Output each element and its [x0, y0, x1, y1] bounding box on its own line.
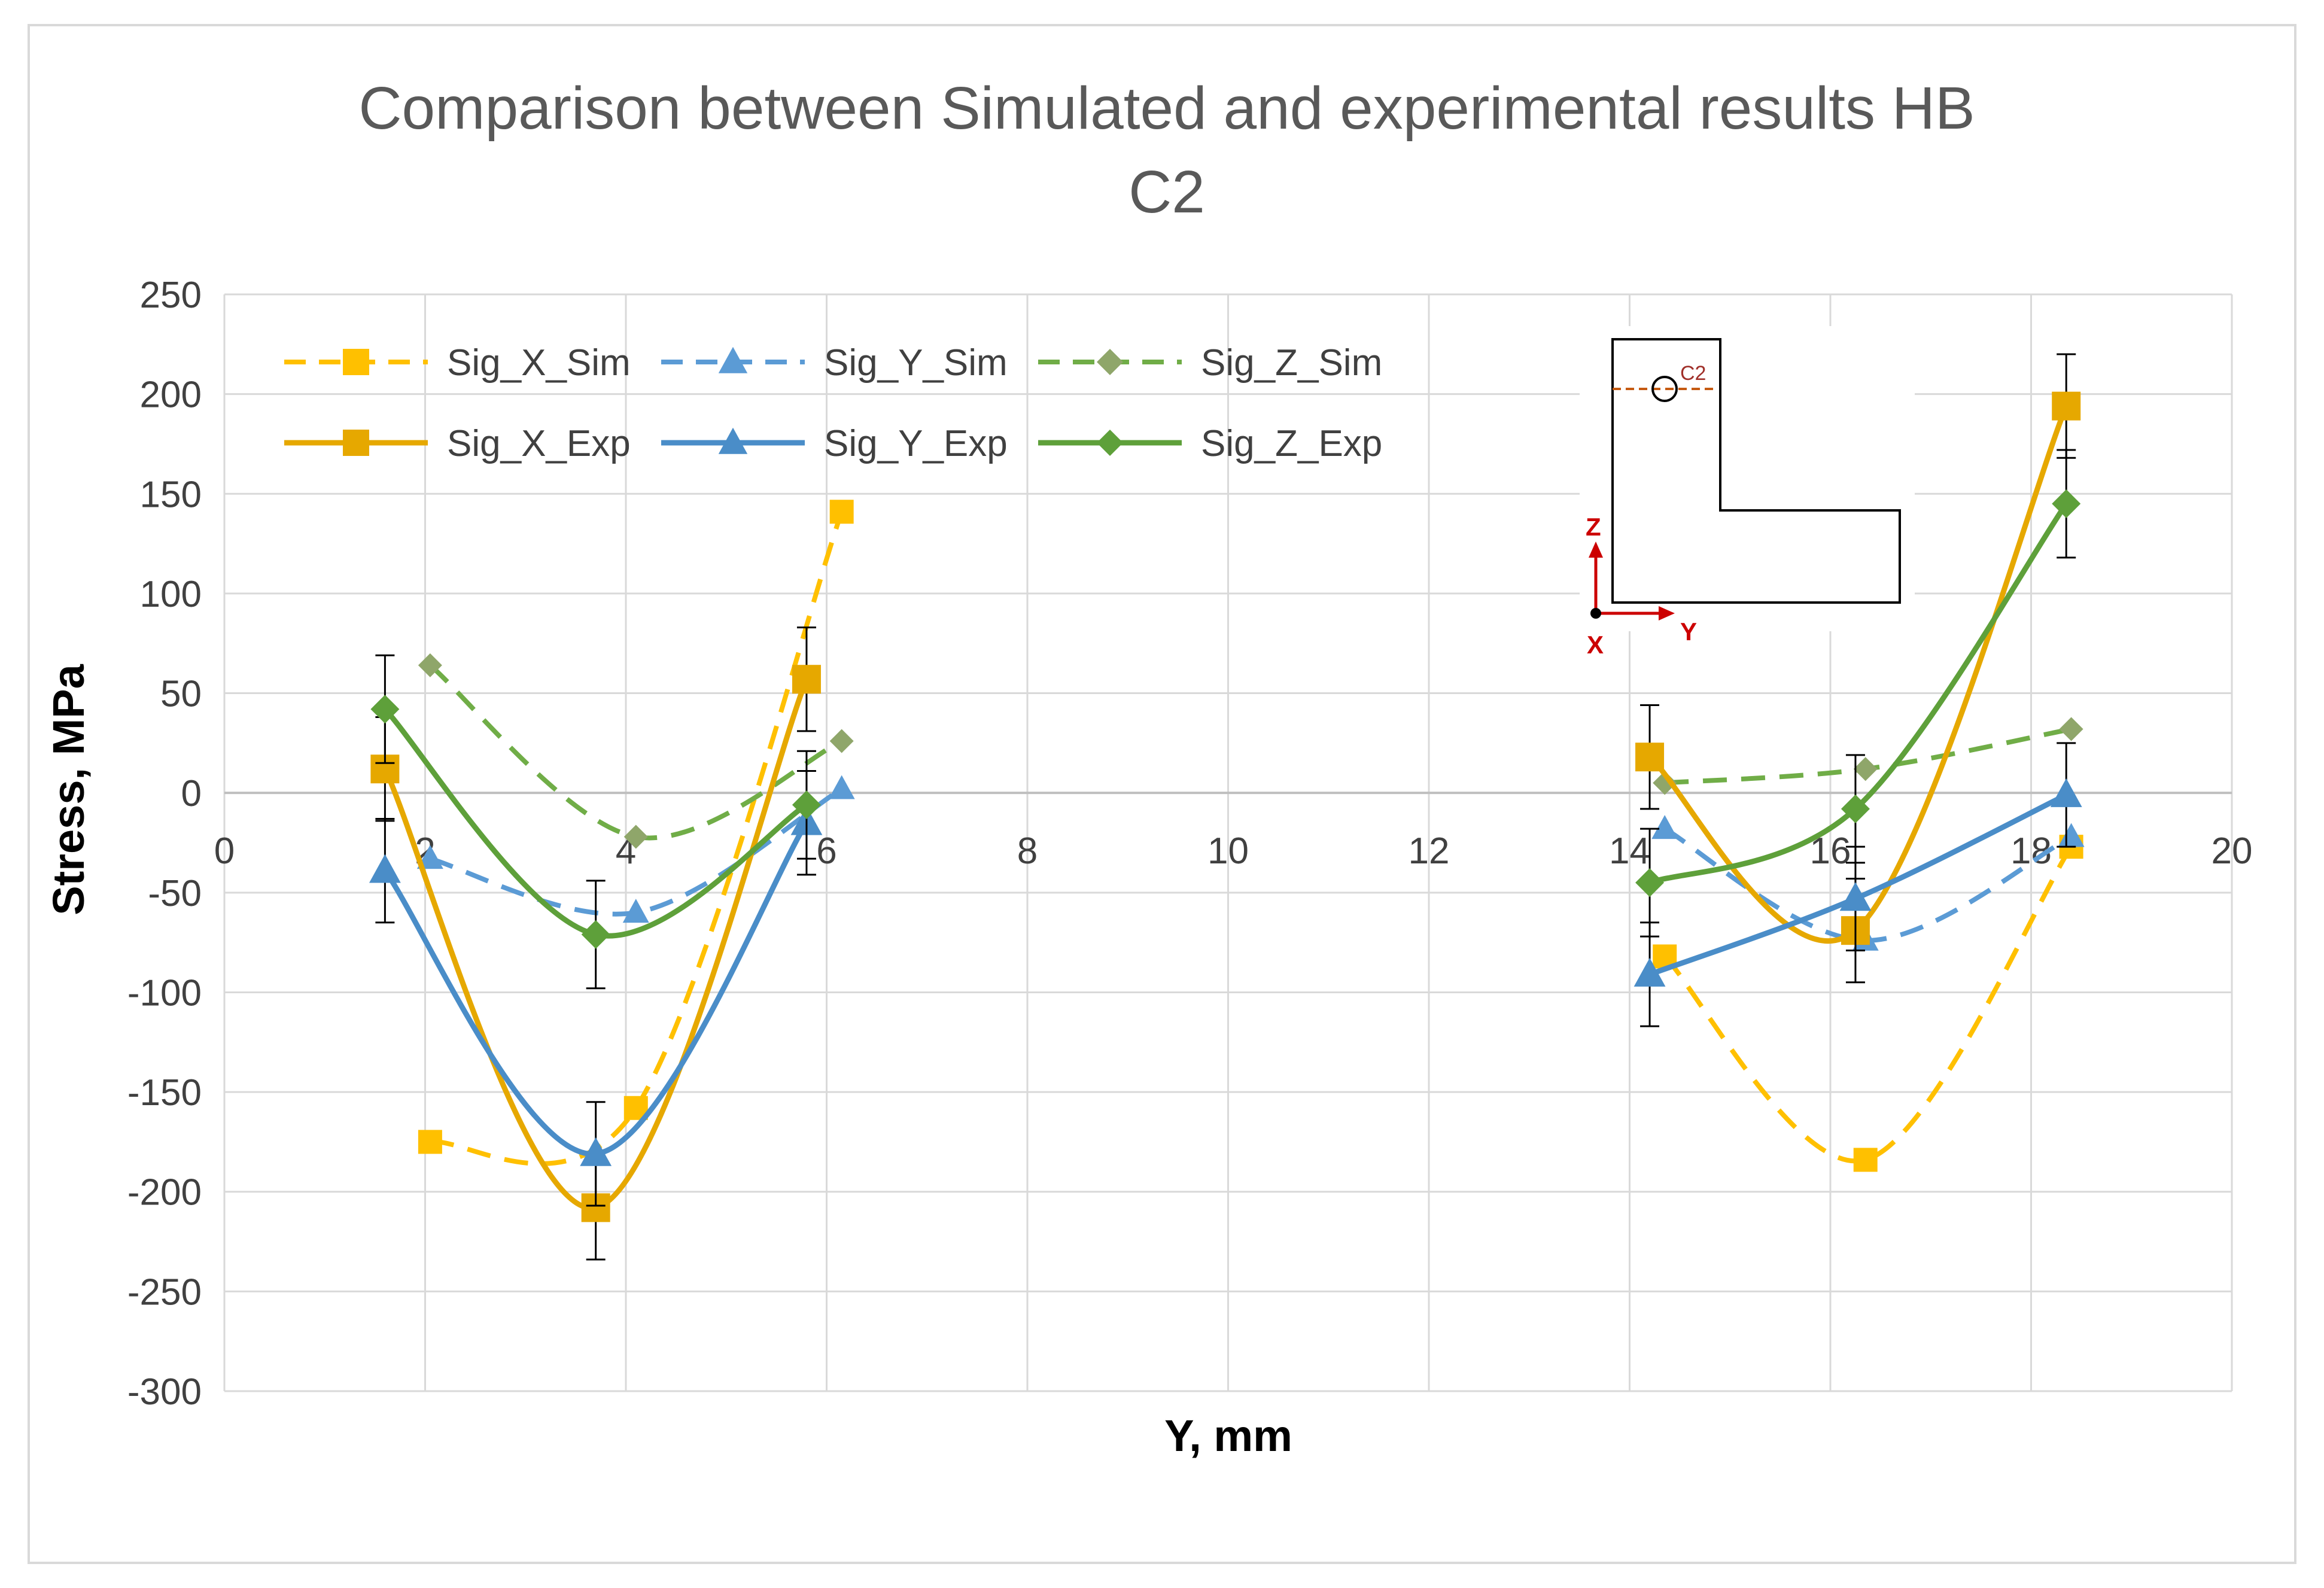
data-point-sig-y-sim [828, 775, 855, 799]
y-tick-label: -250 [127, 1271, 202, 1313]
y-tick-label: -100 [127, 972, 202, 1014]
x-tick-label: 8 [1017, 830, 1038, 872]
inset-z-label: Z [1586, 513, 1601, 541]
y-tick-label: 0 [181, 773, 202, 814]
measurement-point-circle [1651, 376, 1678, 402]
x-axis-label: Y, mm [1164, 1411, 1292, 1461]
y-arrow-head-icon [1659, 606, 1675, 620]
inset-x-label: X [1587, 631, 1604, 659]
data-point-sig-z-exp [792, 790, 821, 820]
legend-marker-sig-z-sim [1097, 349, 1123, 375]
chart-title-line-1: Comparison between Simulated and experim… [358, 75, 1975, 142]
y-tick-label: -300 [127, 1371, 202, 1413]
x-tick-label: 12 [1409, 830, 1450, 872]
x-tick-label: 6 [816, 830, 836, 872]
axes: 250 200 150 100 50 0 -50 -100 -150 -200 -250 -300 0 2… [127, 275, 2253, 1413]
z-arrow-head-icon [1589, 541, 1603, 558]
y-tick-label: 100 [140, 574, 202, 615]
y-tick-label: -150 [127, 1072, 202, 1114]
series-line-sig-x-exp [1648, 404, 2069, 944]
legend-marker-sig-y-sim [718, 346, 748, 373]
legend-label-sig-x-exp: Sig_X_Exp [447, 423, 631, 464]
data-point-sig-z-exp [1841, 794, 1870, 823]
legend-marker-sig-x-exp [343, 430, 369, 456]
y-tick-label: 150 [140, 474, 202, 515]
data-point-sig-y-exp [1839, 882, 1872, 911]
data-point-sig-y-sim [1651, 815, 1678, 839]
data-point-sig-z-sim [2059, 717, 2083, 741]
data-point-sig-x-exp [2052, 391, 2081, 421]
data-point-sig-x-sim [829, 500, 854, 524]
data-point-sig-y-sim [416, 845, 443, 869]
x-tick-label: 0 [214, 830, 235, 872]
data-point-sig-y-exp [1634, 957, 1666, 987]
y-tick-label: 200 [140, 375, 202, 416]
legend-marker-sig-y-exp [718, 427, 748, 454]
data-point-sig-z-exp [370, 695, 400, 724]
y-tick-label: 50 [160, 674, 202, 715]
data-point-sig-z-exp [581, 920, 610, 949]
legend-label-sig-z-exp: Sig_Z_Exp [1201, 423, 1382, 464]
chart-title-line-2: C2 [1128, 159, 1205, 226]
series-line-sig-x-sim [1663, 845, 2073, 1164]
data-point-sig-y-exp [2050, 778, 2082, 807]
geometry-inset: C2 Z Y X [1580, 326, 1915, 659]
x-tick-label: 10 [1207, 830, 1249, 872]
data-point-sig-z-sim [1853, 757, 1878, 781]
legend-label-sig-z-sim: Sig_Z_Sim [1201, 342, 1382, 384]
data-point-sig-x-exp [1635, 743, 1665, 772]
data-point-sig-x-exp [792, 665, 821, 694]
data-point-sig-x-sim [1853, 1148, 1878, 1172]
legend-label-sig-y-exp: Sig_Y_Exp [824, 423, 1008, 464]
legend: Sig_X_Sim Sig_Y_Sim Sig_Z_Sim Sig_X_Exp Sig_… [284, 342, 1382, 464]
series-sig-z-sim [418, 653, 2083, 849]
y-axis-label: Stress, MPa [44, 664, 93, 915]
data-point-sig-z-sim [829, 729, 854, 753]
y-tick-label: -200 [127, 1172, 202, 1213]
data-point-sig-z-sim [1653, 771, 1677, 795]
y-tick-label: -50 [148, 873, 202, 914]
legend-marker-sig-z-exp [1097, 430, 1123, 456]
data-point-sig-z-sim [418, 653, 442, 677]
series-sig-z-exp [370, 449, 2081, 990]
l-shape-outline [1611, 338, 1901, 604]
data-point-sig-y-sim [2058, 823, 2085, 847]
data-point-sig-y-exp [369, 854, 401, 883]
data-point-sig-z-exp [2052, 489, 2081, 518]
legend-label-sig-y-sim: Sig_Y_Sim [824, 342, 1008, 384]
inset-y-label: Y [1680, 617, 1697, 646]
data-point-sig-y-sim [622, 899, 649, 923]
data-point-sig-z-exp [1635, 868, 1665, 898]
legend-label-sig-x-sim: Sig_X_Sim [447, 342, 631, 384]
inset-background [1580, 326, 1915, 631]
series-area [369, 353, 2085, 1261]
y-tick-label: 250 [140, 275, 202, 316]
series-sig-y-exp [369, 742, 2082, 1207]
legend-marker-sig-x-sim [343, 349, 369, 375]
data-point-sig-x-sim [418, 1130, 442, 1154]
data-point-sig-z-sim [623, 825, 648, 849]
x-axis-dot-icon [1590, 608, 1601, 619]
x-tick-label: 14 [1609, 830, 1650, 872]
data-point-sig-y-exp [580, 1137, 612, 1166]
inset-point-label: C2 [1680, 362, 1706, 385]
series-line-sig-z-exp [1648, 502, 2069, 886]
grid [223, 293, 2233, 1392]
x-tick-label: 20 [2212, 830, 2253, 872]
